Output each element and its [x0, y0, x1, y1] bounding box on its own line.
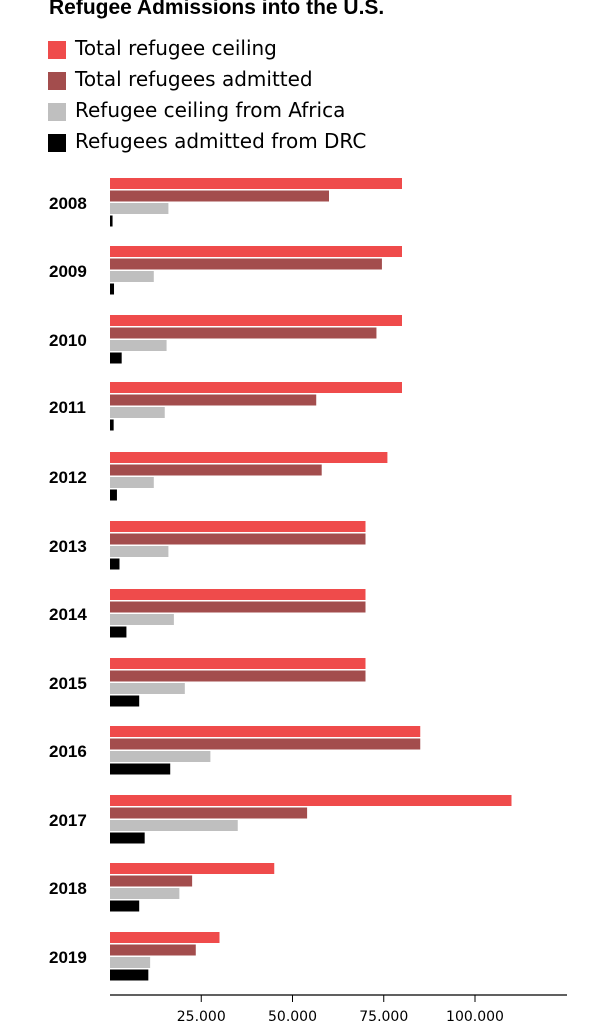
bar-total-admitted-2018	[110, 875, 193, 887]
bar-total-ceiling-2010	[110, 315, 402, 326]
x-tick-label: 75.000	[359, 1009, 408, 1024]
bar-drc-admitted-2013	[110, 558, 120, 570]
bar-total-admitted-2012	[110, 464, 322, 476]
x-tick-label: 25.000	[177, 1009, 226, 1024]
year-label-2011: 2011	[49, 398, 86, 417]
legend-swatch-africa-ceiling	[48, 103, 66, 121]
bar-total-admitted-2009	[110, 258, 382, 270]
legend-label-total-ceiling: Total refugee ceiling	[75, 36, 277, 60]
year-label-2019: 2019	[49, 948, 87, 967]
bar-total-admitted-2008	[110, 190, 329, 202]
x-tick-label: 100.000	[446, 1009, 504, 1024]
chart-title: Refugee Admissions into the U.S.	[49, 0, 385, 19]
bar-africa-ceiling-2017	[110, 820, 238, 831]
bar-total-admitted-2019	[110, 944, 196, 956]
legend-swatch-total-admitted	[48, 72, 66, 90]
bar-total-ceiling-2015	[110, 658, 366, 669]
bar-africa-ceiling-2016	[110, 751, 211, 762]
year-label-2009: 2009	[49, 262, 87, 281]
bar-total-ceiling-2011	[110, 382, 402, 393]
bar-total-admitted-2014	[110, 601, 366, 613]
bar-total-ceiling-2016	[110, 726, 421, 737]
legend-swatch-total-ceiling	[48, 41, 66, 59]
bar-africa-ceiling-2013	[110, 546, 169, 557]
bar-africa-ceiling-2010	[110, 340, 167, 351]
year-label-2016: 2016	[49, 742, 87, 761]
year-label-2008: 2008	[49, 194, 87, 213]
bar-drc-admitted-2017	[110, 832, 145, 844]
bar-total-admitted-2015	[110, 670, 366, 682]
bar-drc-admitted-2011	[110, 419, 114, 431]
bar-total-ceiling-2019	[110, 932, 220, 943]
bar-drc-admitted-2010	[110, 352, 122, 364]
bar-total-admitted-2016	[110, 738, 421, 750]
bar-total-admitted-2017	[110, 807, 308, 819]
legend-label-drc-admitted: Refugees admitted from DRC	[75, 129, 367, 153]
year-label-2017: 2017	[49, 811, 87, 830]
bar-total-admitted-2010	[110, 327, 377, 339]
bar-africa-ceiling-2018	[110, 888, 180, 899]
bar-africa-ceiling-2019	[110, 957, 151, 968]
bar-africa-ceiling-2014	[110, 614, 174, 625]
year-label-2014: 2014	[49, 605, 87, 624]
bar-africa-ceiling-2009	[110, 271, 154, 282]
year-label-2013: 2013	[49, 537, 87, 556]
year-label-2010: 2010	[49, 331, 87, 350]
bar-drc-admitted-2016	[110, 763, 171, 775]
bar-drc-admitted-2019	[110, 969, 149, 981]
bar-total-ceiling-2012	[110, 452, 388, 463]
year-label-2018: 2018	[49, 879, 87, 898]
bar-drc-admitted-2012	[110, 489, 117, 501]
bar-drc-admitted-2018	[110, 900, 140, 912]
bar-africa-ceiling-2011	[110, 407, 165, 418]
bar-total-ceiling-2008	[110, 178, 402, 189]
bar-africa-ceiling-2008	[110, 203, 169, 214]
bar-total-admitted-2011	[110, 394, 317, 406]
legend-label-total-admitted: Total refugees admitted	[75, 67, 313, 91]
bar-total-ceiling-2013	[110, 521, 366, 532]
legend-swatch-drc-admitted	[48, 134, 66, 152]
bar-total-admitted-2013	[110, 533, 366, 545]
bar-drc-admitted-2014	[110, 626, 127, 638]
bar-africa-ceiling-2015	[110, 683, 185, 694]
legend-label-africa-ceiling: Refugee ceiling from Africa	[75, 98, 346, 122]
bar-total-ceiling-2014	[110, 589, 366, 600]
bar-total-ceiling-2009	[110, 246, 402, 257]
year-label-2015: 2015	[49, 674, 87, 693]
bar-total-ceiling-2018	[110, 863, 275, 874]
bar-drc-admitted-2009	[110, 283, 115, 295]
year-label-2012: 2012	[49, 468, 87, 487]
x-tick-label: 50.000	[268, 1009, 317, 1024]
bar-drc-admitted-2008	[110, 215, 113, 227]
bar-total-ceiling-2017	[110, 795, 512, 806]
bar-africa-ceiling-2012	[110, 477, 154, 488]
bar-drc-admitted-2015	[110, 695, 140, 707]
